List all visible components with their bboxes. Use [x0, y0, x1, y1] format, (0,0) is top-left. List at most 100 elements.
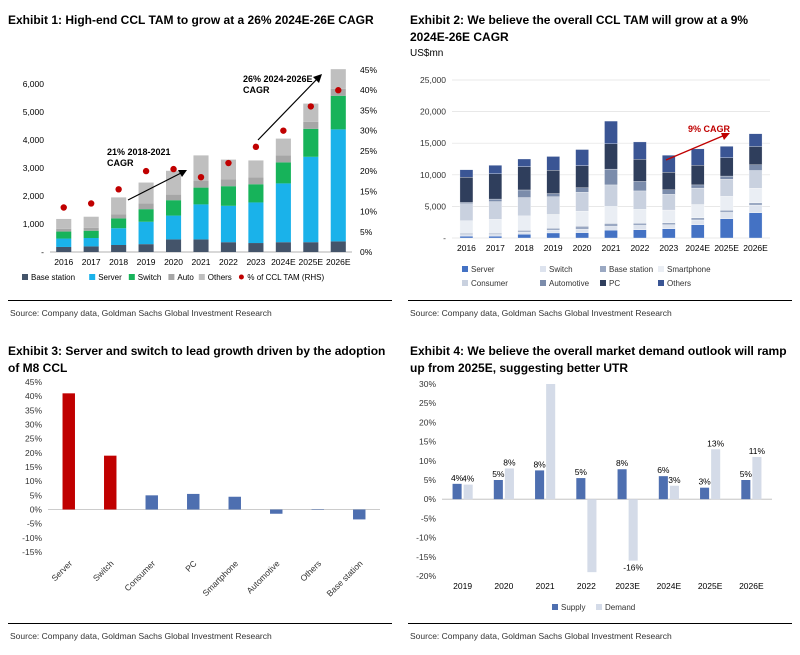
legend-label: Automotive — [549, 279, 590, 288]
bar-auto — [193, 180, 209, 188]
bar-demand — [752, 456, 762, 500]
bar-automotive — [488, 198, 503, 202]
bar-smartphone — [459, 220, 474, 234]
bar-others — [546, 156, 560, 171]
tam-share-point — [115, 186, 122, 193]
x-tick-label: 2020 — [573, 243, 592, 253]
legend-label: Smartphone — [667, 265, 711, 274]
bar-pc — [633, 159, 647, 182]
bar-pc — [748, 146, 763, 165]
bar-base-station — [662, 222, 676, 225]
bar-consumer — [719, 179, 734, 197]
y-tick: 45% — [25, 378, 42, 387]
bar-switch — [303, 128, 319, 157]
bar-base-station — [83, 246, 99, 252]
x-tick-label: 2026E — [326, 257, 351, 267]
bar-server — [604, 229, 618, 239]
legend-swatch — [658, 280, 664, 286]
legend-swatch — [462, 280, 468, 286]
y-tick: -15% — [22, 547, 42, 557]
bar-automotive — [459, 202, 474, 204]
tam-share-point — [142, 167, 150, 175]
x-tick-label: 2016 — [457, 243, 476, 253]
bar-smartphone — [748, 188, 763, 203]
bar-switch — [83, 230, 99, 238]
bar-base-station — [138, 244, 154, 252]
exhibit4-title-line1: Exhibit 4: We believe the overall market… — [410, 344, 787, 358]
y-tick: 5% — [30, 490, 43, 500]
bar-automotive — [270, 509, 283, 514]
bar-base-station — [111, 245, 127, 252]
legend-swatch — [462, 266, 468, 272]
bar-supply — [452, 483, 462, 500]
bar-supply — [576, 478, 586, 500]
legend-swatch — [540, 280, 546, 286]
x-tick-label: 2025E — [698, 581, 723, 591]
data-label: 5% — [492, 469, 505, 479]
y-tick-right: 15% — [360, 186, 377, 196]
bar-others — [193, 155, 209, 181]
bar-switch — [138, 209, 154, 222]
y-tick-left: 1,000 — [23, 219, 45, 229]
bar-smartphone — [228, 496, 241, 510]
bar-supply — [741, 480, 751, 500]
y-tick-left: 6,000 — [23, 79, 45, 89]
exhibit4-chart: -20% -15% -10% -5% 0% 5% 10% 15% 20% 25% 30% 4%4% 20… — [416, 379, 772, 612]
exhibit1-title: Exhibit 1: High-end CCL TAM to grow at a… — [8, 13, 374, 27]
y-tick: 5% — [424, 475, 437, 485]
bar-consumer — [546, 196, 560, 215]
bar-server — [138, 221, 154, 245]
exhibit2-chart: - 5,000 10,000 15,000 20,000 25,000 2016 2017 20… — [420, 75, 770, 288]
bar-pc — [546, 170, 560, 194]
legend-label: PC — [609, 279, 620, 288]
y-tick: 10,000 — [420, 170, 446, 180]
legend-label: Demand — [605, 603, 635, 612]
bar-base-station — [488, 233, 503, 235]
y-tick: 15% — [419, 437, 436, 447]
bar-base-station — [633, 222, 647, 226]
bar-automotive — [633, 181, 647, 192]
bar-others — [604, 120, 618, 144]
bar-smartphone — [488, 219, 503, 234]
bar-base-station — [303, 242, 319, 252]
x-tick-label: 2018 — [109, 257, 128, 267]
data-label: 5% — [740, 469, 753, 479]
bar-switch — [220, 186, 237, 206]
bar-server — [62, 393, 75, 510]
tam-share-point — [197, 173, 205, 181]
exhibit4-divider — [408, 623, 792, 624]
bar-server — [56, 238, 72, 247]
bar-switch — [604, 226, 618, 231]
x-tick-label: Smartphone — [200, 558, 240, 598]
bar-switch — [165, 200, 182, 216]
x-tick-label: 2024E — [657, 581, 682, 591]
legend-swatch — [198, 274, 205, 280]
x-tick-label: 2025E — [299, 257, 324, 267]
bar-switch — [662, 224, 676, 229]
bar-automotive — [748, 164, 763, 171]
legend-label: Base station — [609, 265, 653, 274]
cagr-annotation-1: 21% 2018-2021 — [107, 147, 171, 157]
x-tick-label: 2026E — [743, 243, 768, 253]
data-label: 4% — [462, 474, 475, 484]
x-tick-label: 2019 — [544, 243, 563, 253]
data-label: 4% — [451, 473, 464, 483]
bar-switch — [719, 212, 734, 219]
exhibit3-title-line2: of M8 CCL — [8, 361, 68, 375]
bar-server — [220, 205, 237, 243]
data-label: 8% — [533, 459, 546, 469]
bar-others — [330, 69, 346, 89]
bar-smartphone — [575, 210, 589, 227]
bar-others — [662, 155, 676, 173]
y-tick-right: 35% — [360, 105, 377, 115]
exhibit3-divider — [8, 623, 392, 624]
y-tick: 0% — [30, 505, 43, 515]
x-tick-label: Consumer — [122, 558, 157, 593]
bar-server — [575, 232, 589, 239]
data-label: 11% — [749, 446, 766, 456]
y-tick: 20,000 — [420, 107, 446, 117]
bar-switch — [691, 219, 705, 225]
bar-supply — [658, 476, 668, 500]
bar-base-station — [193, 239, 209, 252]
bar-auto — [165, 194, 182, 201]
